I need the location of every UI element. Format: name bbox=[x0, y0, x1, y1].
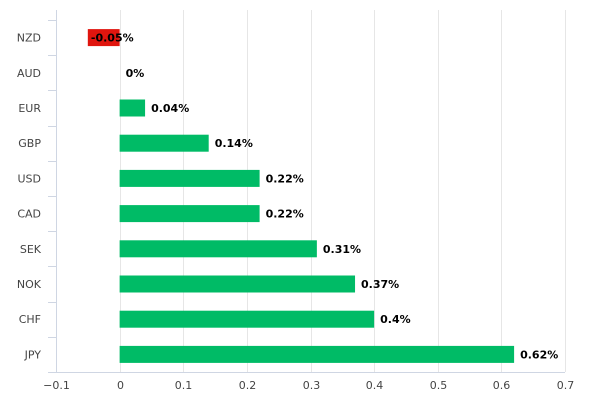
data-label: 0% bbox=[126, 67, 145, 80]
x-tick-label: 0.2 bbox=[239, 379, 257, 392]
labels: −0.1 0 0.1 0.2 0.3 0.4 0.5 0.6 0.7 NZD -0.05% AUD 0%… bbox=[17, 32, 574, 392]
x-tick-label: 0 bbox=[117, 379, 124, 392]
data-label: 0.62% bbox=[520, 348, 558, 361]
bar bbox=[119, 310, 375, 328]
axes bbox=[48, 10, 565, 373]
category-label: EUR bbox=[18, 102, 41, 115]
data-label: 0.37% bbox=[361, 278, 399, 291]
bars bbox=[87, 29, 515, 363]
data-label: 0.31% bbox=[323, 243, 361, 256]
data-label: 0.22% bbox=[266, 172, 304, 185]
bar bbox=[119, 275, 356, 293]
bar bbox=[119, 99, 146, 117]
category-label: CAD bbox=[17, 208, 41, 221]
data-label: 0.4% bbox=[380, 313, 411, 326]
bar bbox=[119, 345, 515, 363]
gridlines bbox=[120, 10, 566, 372]
category-label: USD bbox=[17, 172, 41, 185]
bar bbox=[119, 205, 260, 223]
bar bbox=[87, 29, 120, 47]
data-label: -0.05% bbox=[91, 32, 134, 45]
data-label: 0.14% bbox=[215, 137, 253, 150]
x-tick-label: 0.3 bbox=[303, 379, 321, 392]
x-tick-label: 0.4 bbox=[366, 379, 384, 392]
category-label: GBP bbox=[18, 137, 41, 150]
bar bbox=[119, 240, 317, 258]
data-label: 0.04% bbox=[151, 102, 189, 115]
category-label: JPY bbox=[24, 348, 42, 361]
x-tick-label: 0.6 bbox=[493, 379, 511, 392]
x-tick-label: 0.7 bbox=[557, 379, 575, 392]
category-label: NOK bbox=[17, 278, 42, 291]
category-label: NZD bbox=[17, 32, 41, 45]
data-label: 0.22% bbox=[266, 208, 304, 221]
bar bbox=[119, 169, 260, 187]
category-label: AUD bbox=[17, 67, 41, 80]
x-tick-label: 0.5 bbox=[430, 379, 448, 392]
x-tick-label: 0.1 bbox=[175, 379, 193, 392]
category-label: SEK bbox=[20, 243, 42, 256]
category-label: CHF bbox=[19, 313, 41, 326]
bar bbox=[119, 134, 209, 152]
x-tick-label: −0.1 bbox=[43, 379, 70, 392]
